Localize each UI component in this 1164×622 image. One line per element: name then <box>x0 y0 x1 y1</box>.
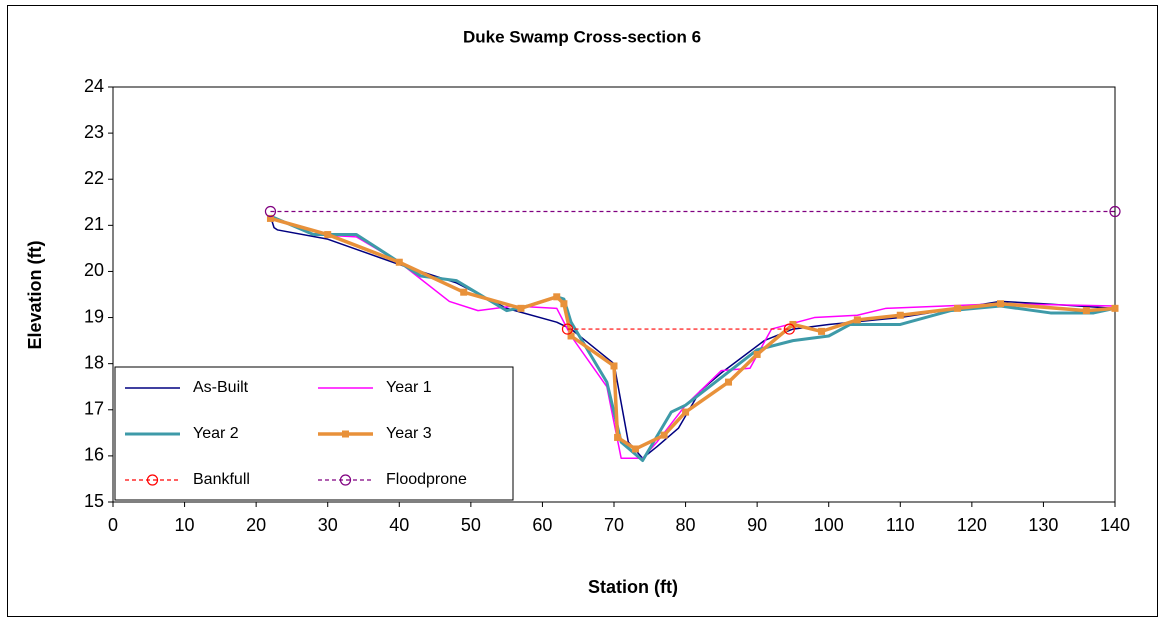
legend-label: As-Built <box>193 379 249 396</box>
marker <box>324 231 332 239</box>
legend-label: Year 3 <box>386 425 432 442</box>
y-axis-label: Elevation (ft) <box>25 240 45 349</box>
x-tick-label: 50 <box>461 515 481 535</box>
x-tick-label: 20 <box>246 515 266 535</box>
x-tick-label: 90 <box>747 515 767 535</box>
y-tick-label: 15 <box>84 491 104 511</box>
y-tick-label: 23 <box>84 122 104 142</box>
marker <box>614 433 622 441</box>
y-tick-label: 24 <box>84 76 104 96</box>
chart-title: Duke Swamp Cross-section 6 <box>463 27 701 46</box>
legend-marker <box>339 474 352 486</box>
x-tick-label: 70 <box>604 515 624 535</box>
x-tick-label: 110 <box>886 515 915 535</box>
marker <box>1111 304 1119 312</box>
marker <box>266 214 274 222</box>
x-tick-label: 140 <box>1100 515 1130 535</box>
x-tick-label: 0 <box>108 515 118 535</box>
marker <box>783 323 795 335</box>
legend-label: Year 1 <box>386 379 432 396</box>
marker <box>560 300 568 308</box>
marker <box>460 288 468 296</box>
legend-label: Floodprone <box>386 471 467 488</box>
x-tick-label: 80 <box>676 515 696 535</box>
marker <box>610 362 618 370</box>
y-tick-label: 21 <box>84 214 104 234</box>
y-tick-label: 17 <box>84 399 104 419</box>
x-tick-label: 40 <box>389 515 409 535</box>
marker <box>853 316 861 324</box>
x-tick-label: 60 <box>532 515 552 535</box>
marker <box>954 304 962 312</box>
x-axis-label: Station (ft) <box>588 577 678 597</box>
marker <box>682 408 690 416</box>
marker <box>517 304 525 312</box>
x-tick-label: 30 <box>318 515 338 535</box>
marker <box>660 431 668 439</box>
marker <box>818 327 826 335</box>
legend-marker <box>146 474 159 486</box>
marker <box>996 300 1004 308</box>
marker <box>1082 307 1090 315</box>
x-tick-label: 130 <box>1028 515 1058 535</box>
marker <box>789 320 797 328</box>
legend-label: Bankfull <box>193 471 250 488</box>
marker <box>395 258 403 266</box>
marker <box>753 350 761 358</box>
y-tick-label: 18 <box>84 352 104 372</box>
marker <box>725 378 733 386</box>
x-tick-label: 100 <box>814 515 844 535</box>
y-tick-label: 20 <box>84 260 104 280</box>
x-tick-label: 120 <box>957 515 987 535</box>
marker <box>567 332 575 340</box>
y-tick-label: 16 <box>84 445 104 465</box>
legend: As-Built Year 1 Year 2 Year 3 Bankfull Floodp… <box>114 366 514 501</box>
y-tick-label: 19 <box>84 306 104 326</box>
marker <box>553 293 561 301</box>
x-tick-label: 10 <box>175 515 195 535</box>
marker <box>896 311 904 319</box>
legend-marker <box>342 430 349 438</box>
marker <box>561 323 574 335</box>
legend-box <box>114 366 514 501</box>
legend-label: Year 2 <box>193 425 239 442</box>
marker <box>631 445 639 453</box>
y-tick-label: 22 <box>84 168 104 188</box>
series-line <box>270 215 1116 459</box>
marker <box>264 205 277 218</box>
marker <box>1109 205 1121 218</box>
